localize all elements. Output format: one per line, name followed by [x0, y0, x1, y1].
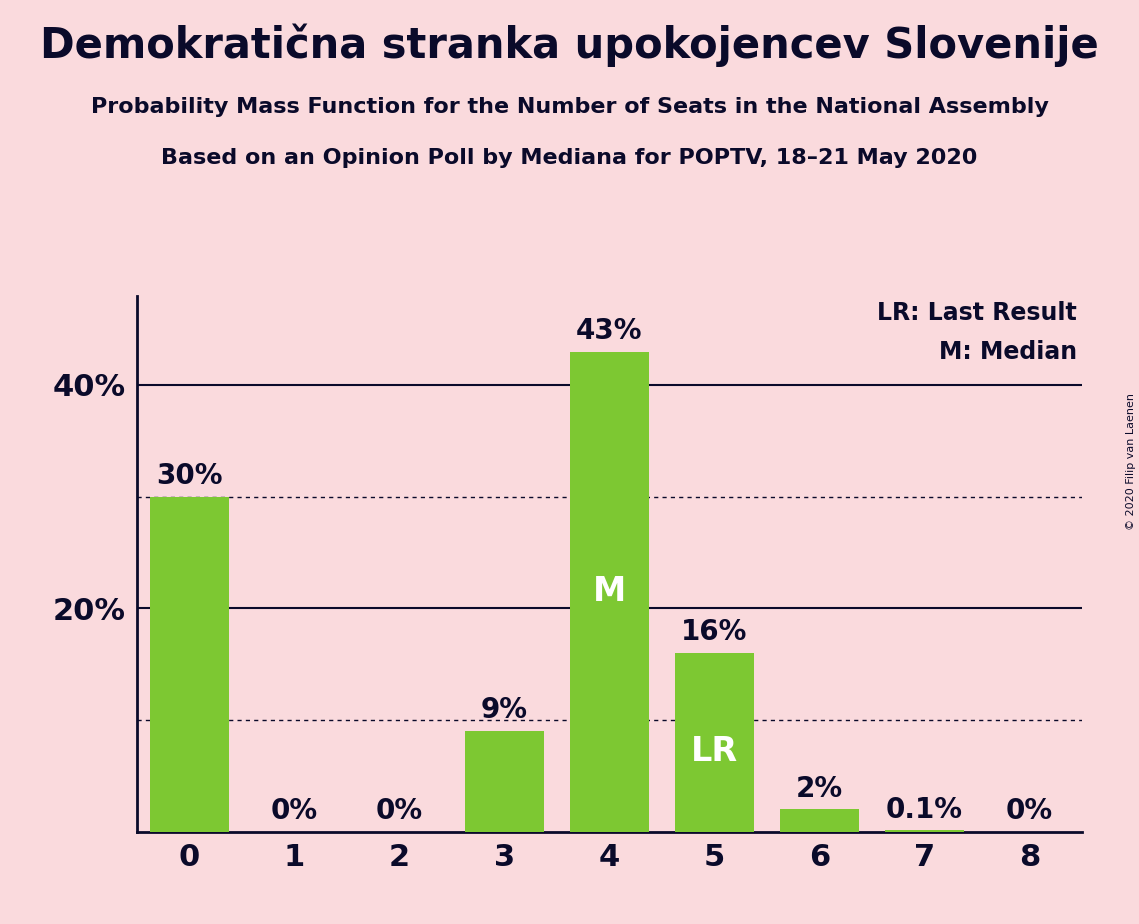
Bar [465, 731, 543, 832]
Text: 2%: 2% [796, 774, 843, 803]
Bar [675, 653, 754, 832]
Text: 9%: 9% [481, 697, 527, 724]
Bar [780, 809, 859, 832]
Text: 0%: 0% [271, 796, 318, 825]
Text: M: Median: M: Median [939, 340, 1076, 364]
Text: M: M [592, 575, 626, 608]
Text: 30%: 30% [156, 462, 222, 490]
Text: 0.1%: 0.1% [886, 796, 962, 824]
Text: 0%: 0% [376, 796, 423, 825]
Bar [570, 351, 649, 832]
Text: 16%: 16% [681, 618, 747, 646]
Bar [150, 497, 229, 832]
Text: Demokratična stranka upokojencev Slovenije: Demokratična stranka upokojencev Sloveni… [40, 23, 1099, 67]
Bar [885, 831, 964, 832]
Text: Probability Mass Function for the Number of Seats in the National Assembly: Probability Mass Function for the Number… [91, 97, 1048, 117]
Text: 43%: 43% [576, 317, 642, 345]
Text: 0%: 0% [1006, 796, 1054, 825]
Text: LR: Last Result: LR: Last Result [877, 301, 1076, 325]
Text: Based on an Opinion Poll by Mediana for POPTV, 18–21 May 2020: Based on an Opinion Poll by Mediana for … [162, 148, 977, 168]
Text: © 2020 Filip van Laenen: © 2020 Filip van Laenen [1126, 394, 1136, 530]
Text: LR: LR [691, 735, 738, 768]
